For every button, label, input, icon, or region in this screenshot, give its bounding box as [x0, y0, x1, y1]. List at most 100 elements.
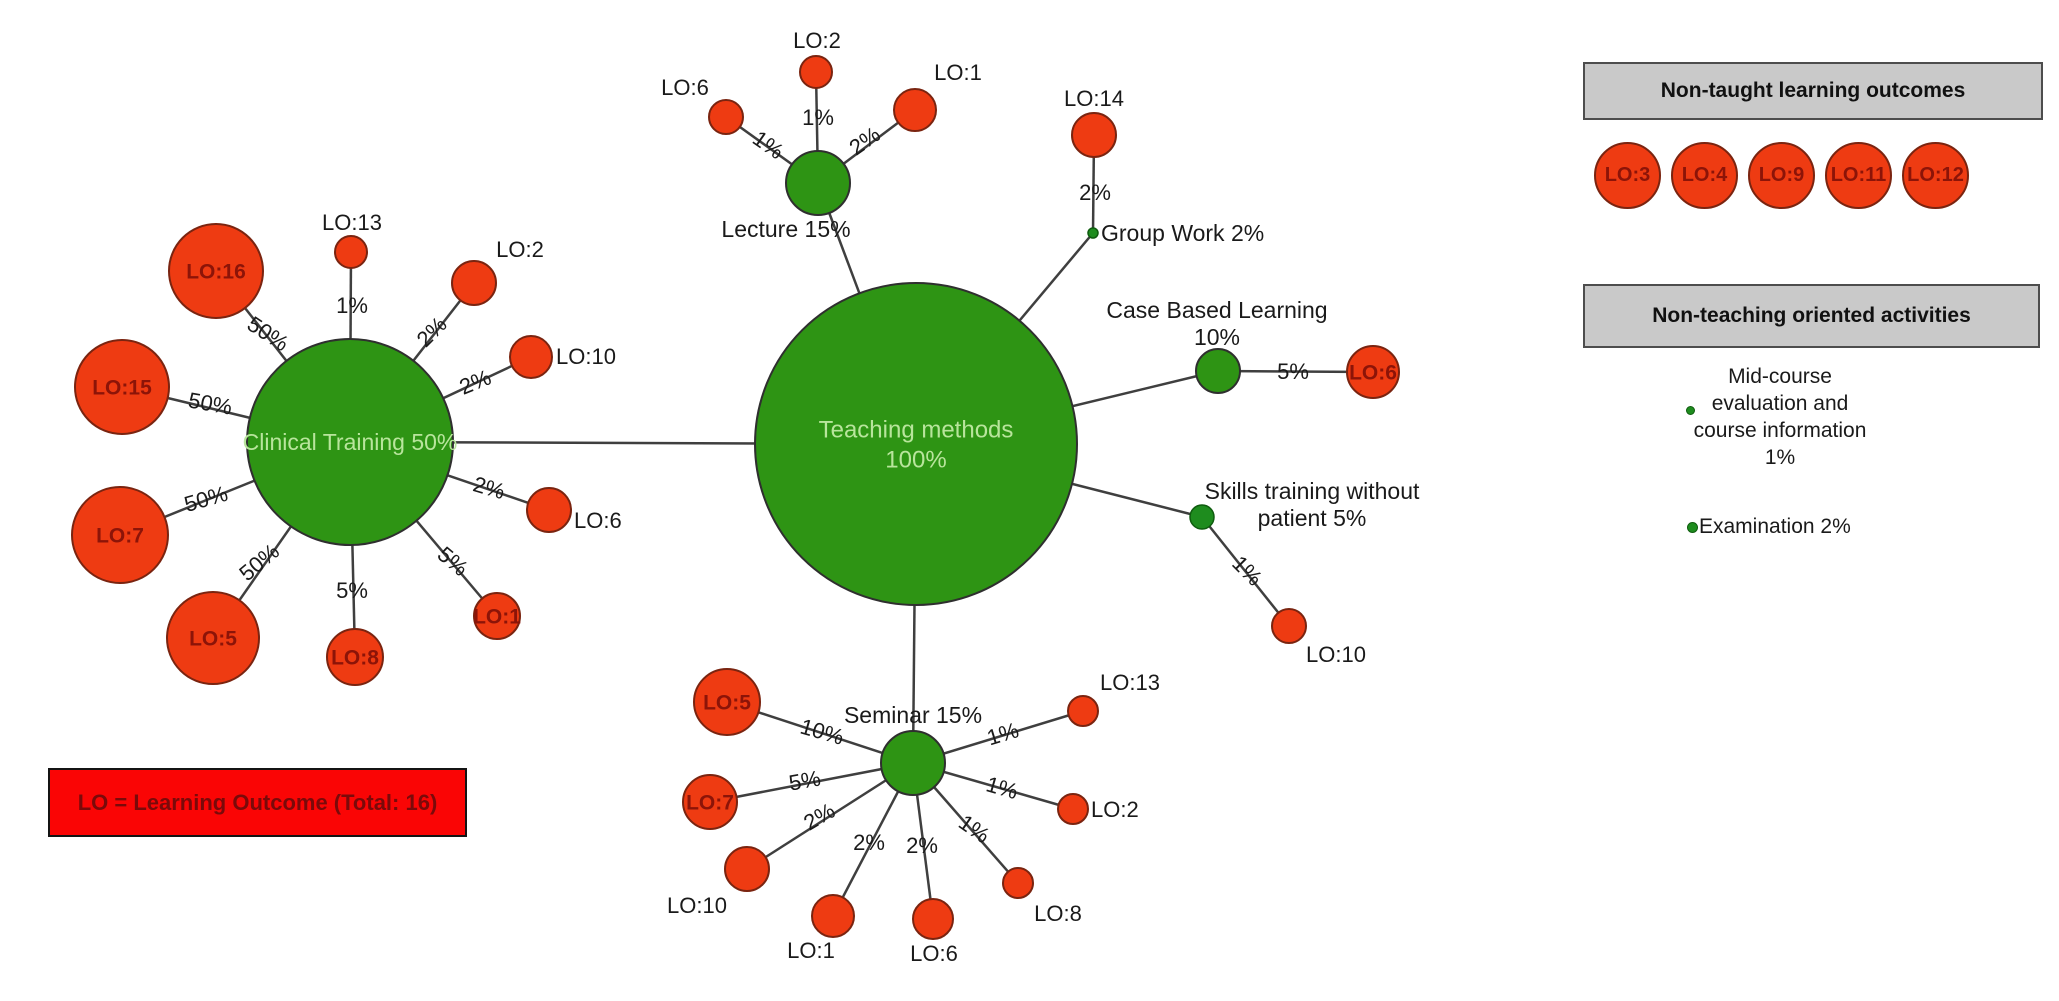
edge-label-lecture-lec_lo1: 2%	[845, 121, 885, 160]
node-circle-cl_lo1	[473, 592, 521, 640]
node-circle-cl_lo7	[71, 486, 169, 584]
mid-course-line-2: evaluation and	[1711, 392, 1849, 415]
node-circle-seminar	[880, 730, 946, 796]
node-label-sem_lo8: LO:8	[1034, 901, 1082, 926]
node-label-skills: Skills training without	[1205, 478, 1420, 504]
mid-course-line-3: course information	[1693, 419, 1867, 442]
node-label-sem_lo10: LO:10	[667, 893, 727, 918]
node-label-clinical: Clinical Training 50%	[243, 429, 458, 455]
node-circle-cl_lo16	[168, 223, 264, 319]
node-label-sem_lo2: LO:2	[1091, 797, 1139, 822]
examination-dot-icon	[1687, 521, 1698, 533]
edge-label-seminar-sem_lo10: 2%	[799, 798, 839, 836]
node-circle-lecture	[785, 150, 851, 216]
node-circle-sk_lo10	[1271, 608, 1307, 644]
node-circle-sem_lo8	[1002, 867, 1034, 899]
edge-label-clinical-cl_lo8: 5%	[336, 578, 368, 603]
node-label-cl_lo1: LO:1	[473, 605, 521, 628]
edge-label-lecture-lec_lo2: 1%	[802, 105, 834, 130]
node-circle-sem_lo13	[1067, 695, 1099, 727]
node-label-lec_lo6: LO:6	[661, 75, 709, 100]
edge-label-clinical-cl_lo13: 1%	[336, 293, 368, 318]
node-label-cl_lo13: LO:13	[322, 210, 382, 235]
node-label-seminar: Seminar 15%	[844, 702, 982, 728]
node-label-cbl: Case Based Learning	[1106, 297, 1327, 323]
node-label-cl_lo2: LO:2	[496, 237, 544, 262]
edge-label-seminar-sem_lo13: 1%	[984, 717, 1022, 750]
edge-label-clinical-cl_lo10: 2%	[456, 365, 495, 400]
node-label-cl_lo15: LO:15	[92, 376, 152, 399]
mid-course-dot-icon	[1686, 406, 1695, 415]
note-box: LO = Learning Outcome (Total: 16)	[48, 768, 467, 837]
node-circle-clinical	[246, 338, 454, 546]
node-label-cl_lo7: LO:7	[96, 524, 144, 547]
node-circle-sem_lo7	[682, 774, 738, 830]
node-label-sk_lo10: LO:10	[1306, 642, 1366, 667]
legend-non-teaching-title: Non-teaching oriented activities	[1583, 284, 2040, 348]
node-label-cbl: 10%	[1194, 324, 1240, 350]
legend-outcome-circle: LO:4	[1671, 142, 1738, 209]
node-label-sem_lo5: LO:5	[703, 691, 751, 714]
node-label-teaching: Teaching methods	[819, 416, 1014, 443]
node-label-cbl_lo6: LO:6	[1349, 361, 1397, 384]
edge-label-clinical-cl_lo6: 2%	[470, 471, 507, 504]
node-label-cl_lo5: LO:5	[189, 627, 237, 650]
legend-non-teaching: Non-teaching oriented activities	[1583, 284, 2040, 348]
edge-seminar-sem_lo7	[709, 761, 914, 804]
node-circle-cl_lo5	[166, 591, 260, 685]
node-label-skills: patient 5%	[1258, 505, 1367, 531]
node-circle-sem_lo10	[724, 846, 770, 892]
node-label-lecture: Lecture 15%	[721, 216, 850, 242]
legend-non-taught-title: Non-taught learning outcomes	[1583, 62, 2043, 120]
examination-label: Examination 2%	[1699, 515, 1851, 538]
edge-label-seminar-sem_lo5: 10%	[797, 714, 846, 750]
legend-outcome-circle: LO:3	[1594, 142, 1661, 209]
edge-label-cbl-cbl_lo6: 5%	[1277, 359, 1309, 384]
node-circle-cbl	[1195, 348, 1241, 394]
legend-outcome-circle: LO:9	[1748, 142, 1815, 209]
node-label-cl_lo16: LO:16	[186, 260, 246, 283]
examination-item: Examination 2%	[1687, 515, 1851, 539]
node-circle-lec_lo6	[708, 99, 744, 135]
node-circle-lec_lo1	[893, 88, 937, 132]
node-circle-cl_lo10	[509, 335, 553, 379]
legend-non-taught-circles: LO:3 LO:4 LO:9 LO:11 LO:12	[1594, 142, 1969, 209]
mid-course-line-4: 1%	[1764, 446, 1796, 469]
node-label-cl_lo8: LO:8	[331, 646, 379, 669]
node-label-cl_lo6: LO:6	[574, 508, 622, 533]
node-circle-sem_lo2	[1057, 793, 1089, 825]
node-circle-lec_lo2	[799, 55, 833, 89]
node-circle-cl_lo15	[74, 339, 170, 435]
edge-label-groupwork-lo14: 2%	[1079, 180, 1111, 205]
node-circle-sem_lo1	[811, 894, 855, 938]
edge-label-seminar-sem_lo6: 2%	[906, 833, 938, 858]
node-circle-lo14	[1071, 112, 1117, 158]
node-label-lec_lo2: LO:2	[793, 28, 841, 53]
node-label-groupwork: Group Work 2%	[1101, 220, 1264, 246]
node-circle-cl_lo13	[334, 235, 368, 269]
legend-outcome-circle: LO:12	[1902, 142, 1969, 209]
edge-label-clinical-cl_lo16: 50%	[243, 311, 294, 356]
node-label-lec_lo1: LO:1	[934, 60, 982, 85]
edge-label-seminar-sem_lo1: 2%	[853, 830, 885, 855]
edge-label-clinical-cl_lo7: 50%	[181, 481, 230, 517]
node-circle-groupwork	[1087, 227, 1099, 239]
mid-course-label: Mid-course evaluation and course informa…	[1655, 363, 1905, 471]
node-circle-cl_lo8	[326, 628, 384, 686]
node-circle-cbl_lo6	[1346, 345, 1400, 399]
node-circle-cl_lo2	[451, 260, 497, 306]
node-circle-sem_lo6	[912, 898, 954, 940]
node-circle-teaching	[754, 282, 1078, 606]
legend-outcome-circle: LO:11	[1825, 142, 1892, 209]
node-circle-cl_lo6	[526, 487, 572, 533]
legend-non-taught: Non-taught learning outcomes LO:3 LO:4 LO:…	[1583, 62, 2043, 209]
node-label-teaching: 100%	[885, 446, 946, 473]
mid-course-line-1: Mid-course	[1728, 365, 1832, 388]
node-label-lo14: LO:14	[1064, 86, 1124, 111]
node-label-cl_lo10: LO:10	[556, 344, 616, 369]
note-box-text: LO = Learning Outcome (Total: 16)	[77, 789, 438, 815]
node-label-sem_lo7: LO:7	[686, 791, 734, 814]
edge-skills-sk_lo10	[1201, 516, 1290, 627]
